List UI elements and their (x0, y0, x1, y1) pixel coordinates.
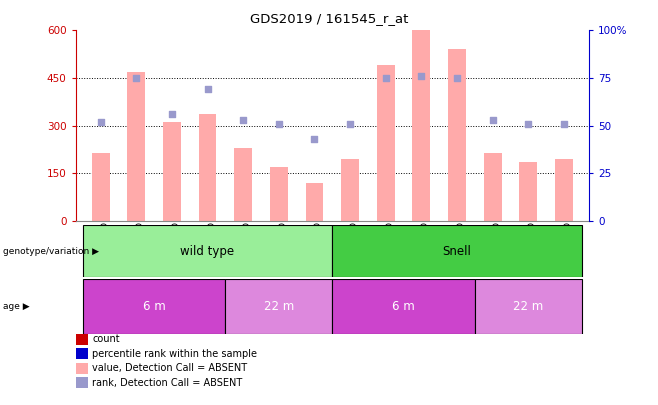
Text: percentile rank within the sample: percentile rank within the sample (92, 349, 257, 359)
Text: rank, Detection Call = ABSENT: rank, Detection Call = ABSENT (92, 377, 242, 388)
Bar (199, 115, 216, 221)
Text: 6 m: 6 m (143, 300, 165, 313)
Point (345, 120, 355, 127)
Bar (519, 162, 537, 221)
Point (166, 111, 177, 117)
Point (559, 120, 569, 127)
Text: 22 m: 22 m (264, 300, 294, 313)
Bar (377, 65, 395, 221)
Text: Snell: Snell (443, 245, 472, 258)
Point (380, 75, 391, 81)
Text: 22 m: 22 m (513, 300, 544, 313)
Bar (332, 279, 475, 334)
Bar (332, 225, 582, 277)
Bar (234, 148, 252, 221)
Point (238, 117, 249, 123)
Text: GDS2019 / 161545_r_at: GDS2019 / 161545_r_at (250, 12, 408, 25)
Point (488, 117, 498, 123)
Bar (484, 153, 501, 221)
Text: 6 m: 6 m (392, 300, 415, 313)
Text: age ▶: age ▶ (3, 302, 30, 311)
Point (274, 120, 284, 127)
Text: count: count (92, 335, 120, 344)
Text: genotype/variation ▶: genotype/variation ▶ (3, 247, 99, 256)
Bar (413, 30, 430, 221)
Point (202, 86, 213, 93)
Point (523, 120, 534, 127)
Bar (342, 159, 359, 221)
Point (416, 73, 426, 79)
Bar (270, 167, 288, 221)
Point (95, 119, 106, 125)
Point (452, 75, 463, 81)
Point (131, 75, 141, 81)
Bar (83, 225, 332, 277)
Bar (555, 159, 573, 221)
Text: value, Detection Call = ABSENT: value, Detection Call = ABSENT (92, 363, 247, 373)
Bar (225, 279, 332, 334)
Bar (128, 72, 145, 221)
Text: wild type: wild type (180, 245, 235, 258)
Bar (91, 153, 109, 221)
Bar (163, 122, 181, 221)
Point (309, 136, 320, 142)
Bar (475, 279, 582, 334)
Bar (83, 279, 225, 334)
Bar (305, 183, 323, 221)
Bar (448, 49, 466, 221)
